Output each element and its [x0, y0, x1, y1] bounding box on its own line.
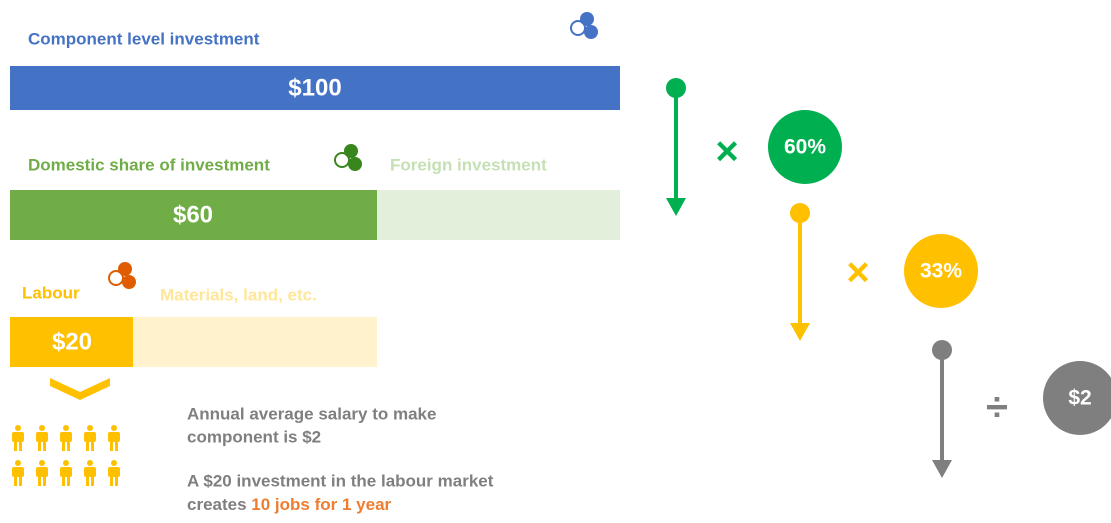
step-value: 60% [784, 136, 826, 159]
note-line: Annual average salary to make [187, 404, 436, 423]
note-text: creates [187, 495, 247, 514]
step-yellow: × 33% [790, 203, 978, 341]
component-value: $100 [288, 74, 341, 101]
component-label: Component level investment [28, 29, 260, 48]
materials-bar [133, 317, 377, 367]
component-bar [10, 66, 620, 110]
step-green: × 60% [666, 78, 842, 216]
materials-label: Materials, land, etc. [160, 285, 317, 304]
note-highlight: 10 jobs for 1 year [251, 495, 391, 514]
domestic-value: $60 [173, 201, 213, 228]
step-gray: ÷ $2 [932, 340, 1111, 478]
coins-icon [334, 143, 363, 172]
labour-label: Labour [22, 283, 80, 302]
note-line: A $20 investment in the labour market [187, 471, 494, 490]
domestic-bar [10, 190, 377, 240]
step-value: 33% [920, 260, 962, 283]
note-line: component is $2 [187, 427, 321, 446]
people-icons [12, 425, 120, 486]
operator: × [846, 251, 869, 295]
operator: × [715, 130, 738, 174]
step-value: $2 [1068, 387, 1091, 410]
coins-icon [108, 261, 137, 290]
labour-bar [10, 317, 133, 367]
chevron [50, 378, 110, 400]
foreign-bar [377, 190, 620, 240]
foreign-label: Foreign investment [390, 155, 547, 174]
labour-value: $20 [52, 328, 92, 355]
domestic-label: Domestic share of investment [28, 155, 270, 174]
coins-icon [570, 11, 599, 40]
note-line: creates 10 jobs for 1 year [187, 495, 392, 514]
operator: ÷ [986, 386, 1008, 430]
